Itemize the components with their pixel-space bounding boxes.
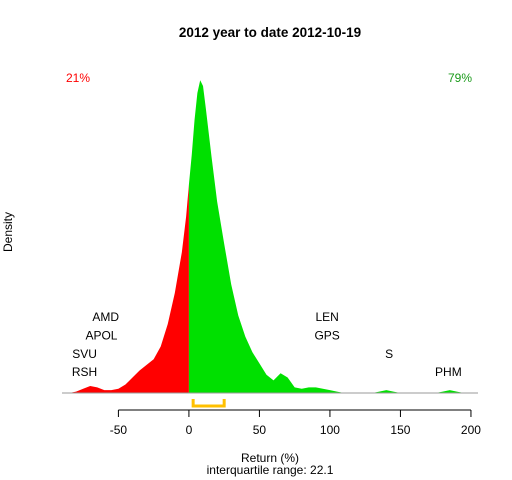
ticker-annotation: PHM xyxy=(435,365,462,379)
x-axis-title: Return (%) xyxy=(241,451,299,465)
ticker-annotation: GPS xyxy=(314,328,339,342)
iqr-bracket xyxy=(191,399,226,408)
x-tick-label: 0 xyxy=(186,423,193,437)
annotations: RSH SVU APOL AMD GPS LEN S PHM xyxy=(72,310,462,379)
ticker-annotation: S xyxy=(385,347,393,361)
ticker-annotation: APOL xyxy=(85,328,117,342)
positive-share-label: 79% xyxy=(448,71,472,85)
density-area xyxy=(69,80,464,393)
x-axis: -50 0 50 100 150 200 xyxy=(110,409,481,437)
ticker-annotation: LEN xyxy=(315,310,338,324)
ticker-annotation: AMD xyxy=(92,310,119,324)
negative-return-area xyxy=(69,184,189,393)
x-tick-label: -50 xyxy=(110,423,128,437)
x-tick-label: 50 xyxy=(253,423,267,437)
iqr-footer: interquartile range: 22.1 xyxy=(207,463,334,477)
x-tick-label: 100 xyxy=(320,423,340,437)
ticker-annotation: SVU xyxy=(72,347,97,361)
iqr-bracket-line xyxy=(191,399,226,408)
x-tick-label: 200 xyxy=(461,423,481,437)
x-tick-label: 150 xyxy=(390,423,410,437)
positive-return-area xyxy=(188,80,464,393)
y-axis-title: Density xyxy=(1,212,15,252)
negative-share-label: 21% xyxy=(66,71,90,85)
chart-title: 2012 year to date 2012-10-19 xyxy=(179,25,361,40)
ticker-annotation: RSH xyxy=(72,365,97,379)
